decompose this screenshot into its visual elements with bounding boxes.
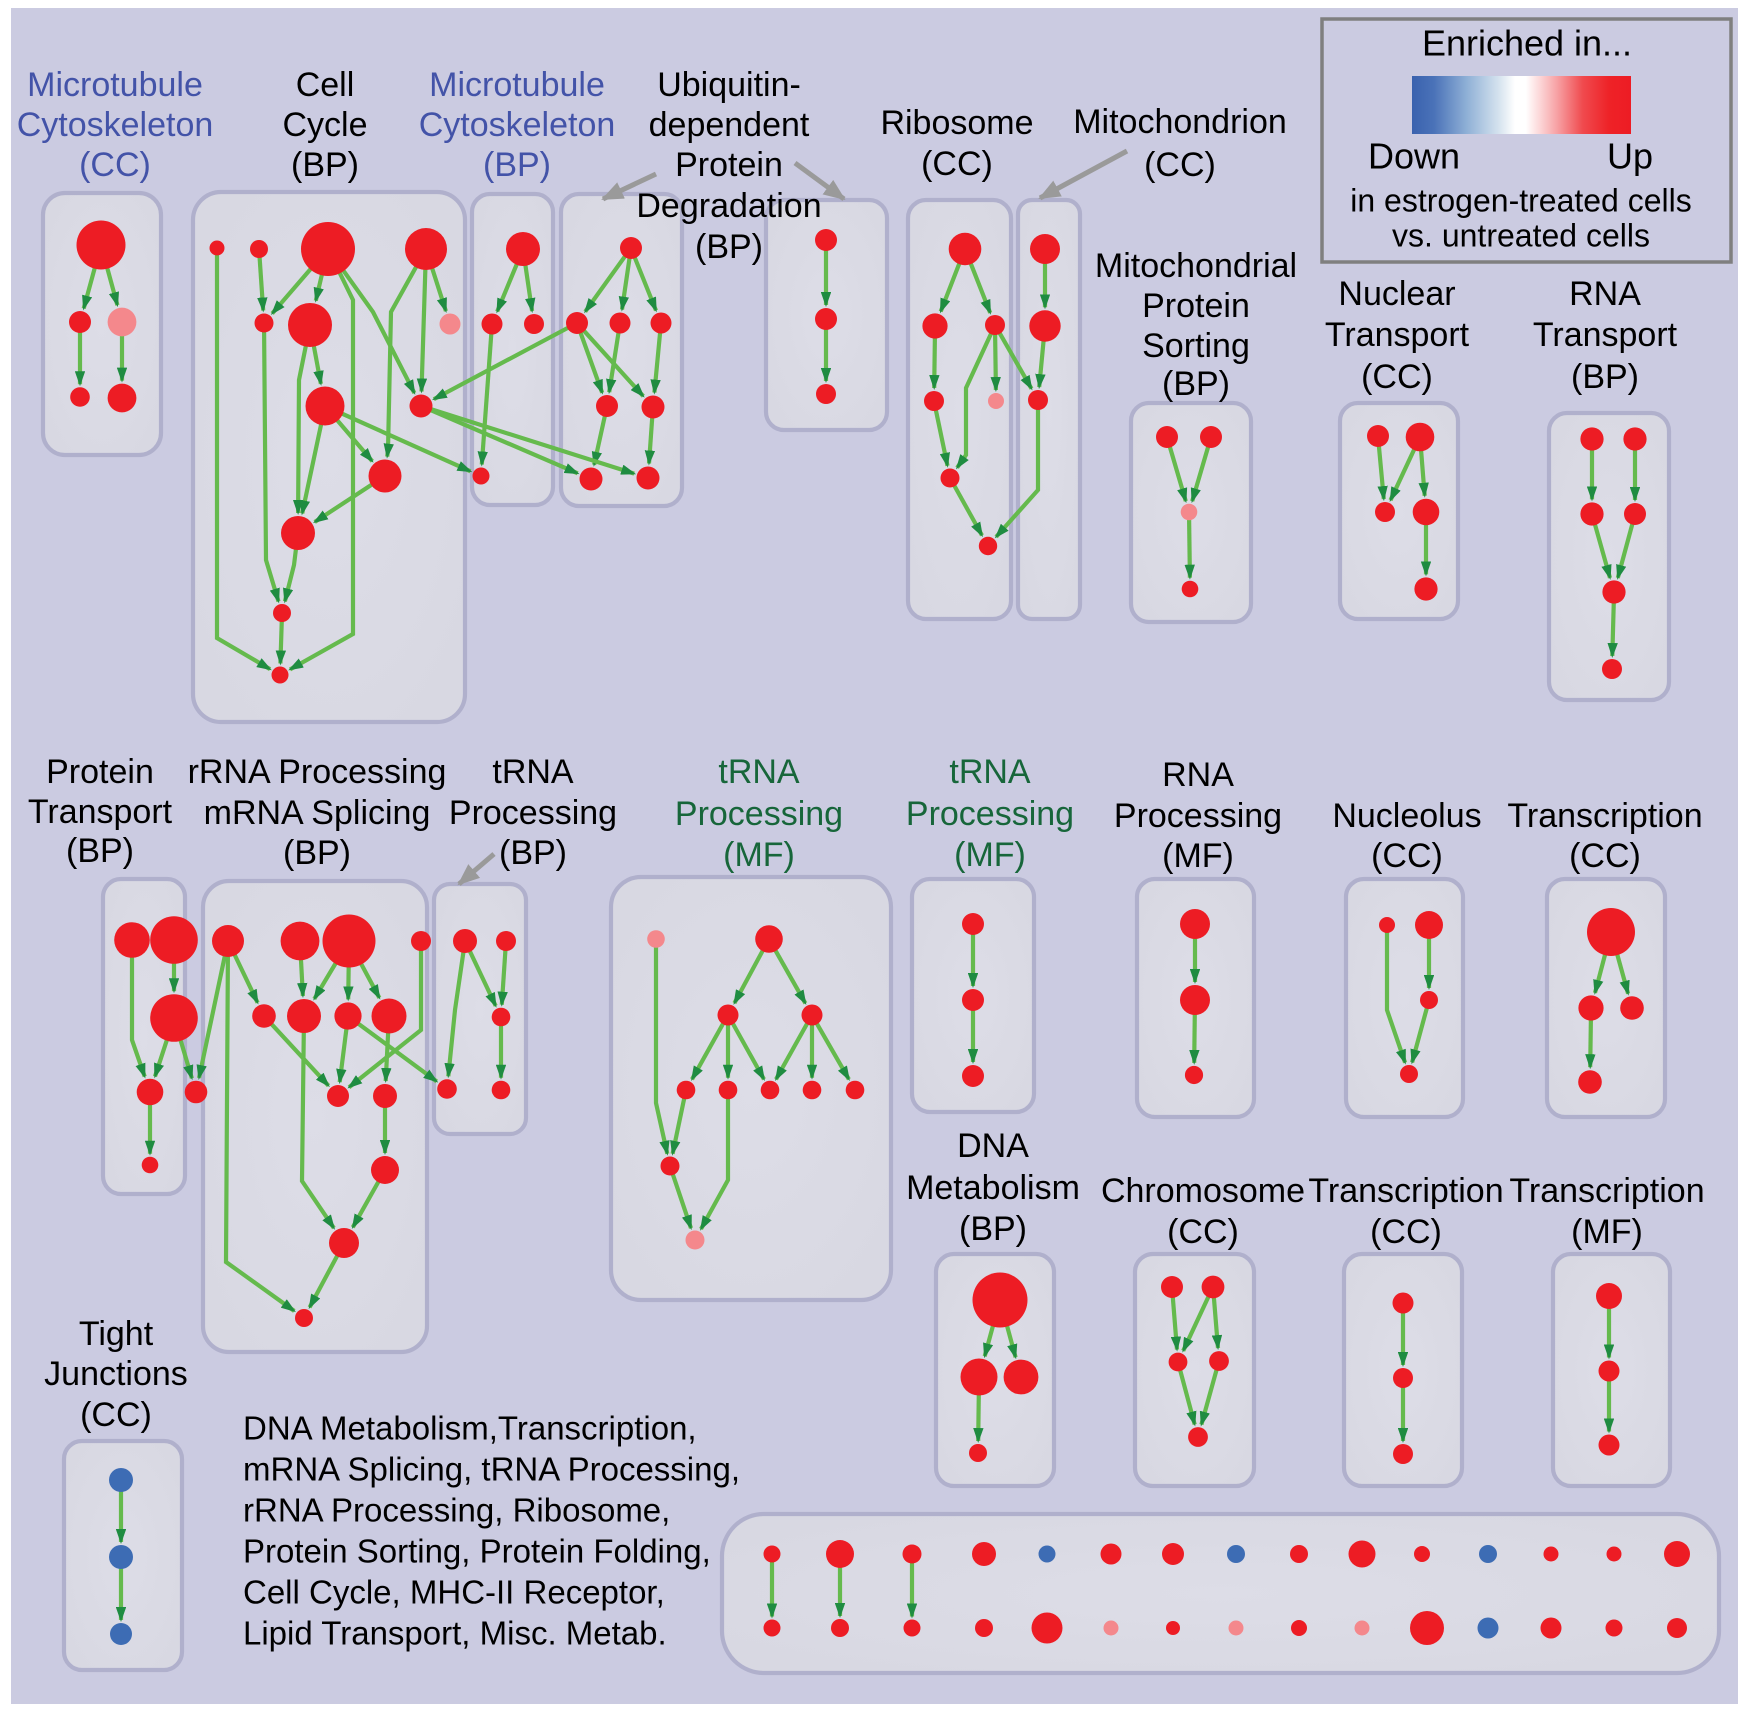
svg-text:Up: Up <box>1607 136 1653 177</box>
svg-text:Processing: Processing <box>906 795 1074 833</box>
svg-text:(CC): (CC) <box>1167 1213 1239 1251</box>
svg-text:(CC): (CC) <box>79 146 151 184</box>
svg-text:Ribosome: Ribosome <box>880 104 1033 142</box>
svg-text:(CC): (CC) <box>1361 358 1433 396</box>
svg-text:RNA: RNA <box>1162 756 1234 794</box>
svg-text:Protein: Protein <box>675 146 783 184</box>
svg-text:Mitochondrial: Mitochondrial <box>1095 247 1297 285</box>
svg-text:(MF): (MF) <box>1162 837 1234 875</box>
svg-text:dependent: dependent <box>649 106 810 144</box>
svg-text:rRNA Processing, Ribosome,: rRNA Processing, Ribosome, <box>243 1492 670 1529</box>
svg-text:mRNA Splicing: mRNA Splicing <box>204 794 431 832</box>
svg-text:in estrogen-treated cells: in estrogen-treated cells <box>1350 182 1692 218</box>
svg-text:Protein Sorting, Protein Foldi: Protein Sorting, Protein Folding, <box>243 1533 711 1570</box>
svg-text:Cell: Cell <box>296 66 355 104</box>
svg-text:(MF): (MF) <box>954 836 1026 874</box>
svg-text:Processing: Processing <box>675 795 843 833</box>
svg-text:Down: Down <box>1368 136 1460 177</box>
svg-text:Microtubule: Microtubule <box>429 66 605 104</box>
svg-text:(BP): (BP) <box>483 146 551 184</box>
svg-text:mRNA Splicing, tRNA Processing: mRNA Splicing, tRNA Processing, <box>243 1451 740 1488</box>
svg-text:(CC): (CC) <box>1569 837 1641 875</box>
svg-text:Sorting: Sorting <box>1142 327 1250 365</box>
svg-text:Protein: Protein <box>46 753 154 791</box>
svg-text:(BP): (BP) <box>1162 365 1230 403</box>
svg-text:(BP): (BP) <box>1571 358 1639 396</box>
svg-text:Transport: Transport <box>28 793 173 831</box>
svg-text:(CC): (CC) <box>921 145 993 183</box>
svg-text:(CC): (CC) <box>1371 837 1443 875</box>
svg-text:(BP): (BP) <box>283 834 351 872</box>
svg-text:Transport: Transport <box>1533 316 1678 354</box>
svg-text:Processing: Processing <box>449 794 617 832</box>
svg-text:(CC): (CC) <box>80 1396 152 1434</box>
svg-text:Cycle: Cycle <box>282 106 367 144</box>
svg-text:(MF): (MF) <box>1571 1213 1643 1251</box>
svg-text:tRNA: tRNA <box>718 753 800 791</box>
svg-text:(BP): (BP) <box>499 834 567 872</box>
svg-text:Transcription: Transcription <box>1507 797 1702 835</box>
svg-text:Processing: Processing <box>1114 797 1282 835</box>
svg-text:Microtubule: Microtubule <box>27 66 203 104</box>
svg-text:(MF): (MF) <box>723 836 795 874</box>
svg-text:Enriched in...: Enriched in... <box>1422 23 1632 64</box>
svg-text:Chromosome: Chromosome <box>1101 1172 1305 1210</box>
svg-text:(BP): (BP) <box>959 1210 1027 1248</box>
svg-text:(CC): (CC) <box>1370 1213 1442 1251</box>
svg-text:Protein: Protein <box>1142 287 1250 325</box>
svg-text:Ubiquitin-: Ubiquitin- <box>657 66 801 104</box>
svg-text:Nucleolus: Nucleolus <box>1332 797 1481 835</box>
svg-text:Mitochondrion: Mitochondrion <box>1073 103 1287 141</box>
svg-text:(CC): (CC) <box>1144 146 1216 184</box>
svg-text:Metabolism: Metabolism <box>906 1169 1080 1207</box>
svg-text:Cell Cycle, MHC-II Receptor,: Cell Cycle, MHC-II Receptor, <box>243 1574 665 1611</box>
svg-text:Cytoskeleton: Cytoskeleton <box>17 106 214 144</box>
svg-text:DNA Metabolism,Transcription,: DNA Metabolism,Transcription, <box>243 1410 697 1447</box>
svg-text:Junctions: Junctions <box>44 1355 188 1393</box>
svg-text:Lipid Transport, Misc. Metab.: Lipid Transport, Misc. Metab. <box>243 1615 667 1652</box>
svg-text:Cytoskeleton: Cytoskeleton <box>419 106 616 144</box>
svg-text:Tight: Tight <box>79 1315 154 1353</box>
svg-text:DNA: DNA <box>957 1127 1029 1165</box>
svg-text:Transport: Transport <box>1325 316 1470 354</box>
svg-text:rRNA Processing: rRNA Processing <box>188 753 447 791</box>
svg-text:(BP): (BP) <box>291 146 359 184</box>
svg-text:(BP): (BP) <box>66 832 134 870</box>
svg-text:RNA: RNA <box>1569 275 1641 313</box>
svg-text:Degradation: Degradation <box>636 187 821 225</box>
svg-text:Nuclear: Nuclear <box>1338 275 1455 313</box>
svg-text:tRNA: tRNA <box>949 753 1031 791</box>
svg-text:vs. untreated cells: vs. untreated cells <box>1392 217 1650 253</box>
svg-text:Transcription: Transcription <box>1509 1172 1704 1210</box>
svg-text:(BP): (BP) <box>695 228 763 266</box>
svg-text:Transcription: Transcription <box>1308 1172 1503 1210</box>
svg-text:tRNA: tRNA <box>492 753 574 791</box>
